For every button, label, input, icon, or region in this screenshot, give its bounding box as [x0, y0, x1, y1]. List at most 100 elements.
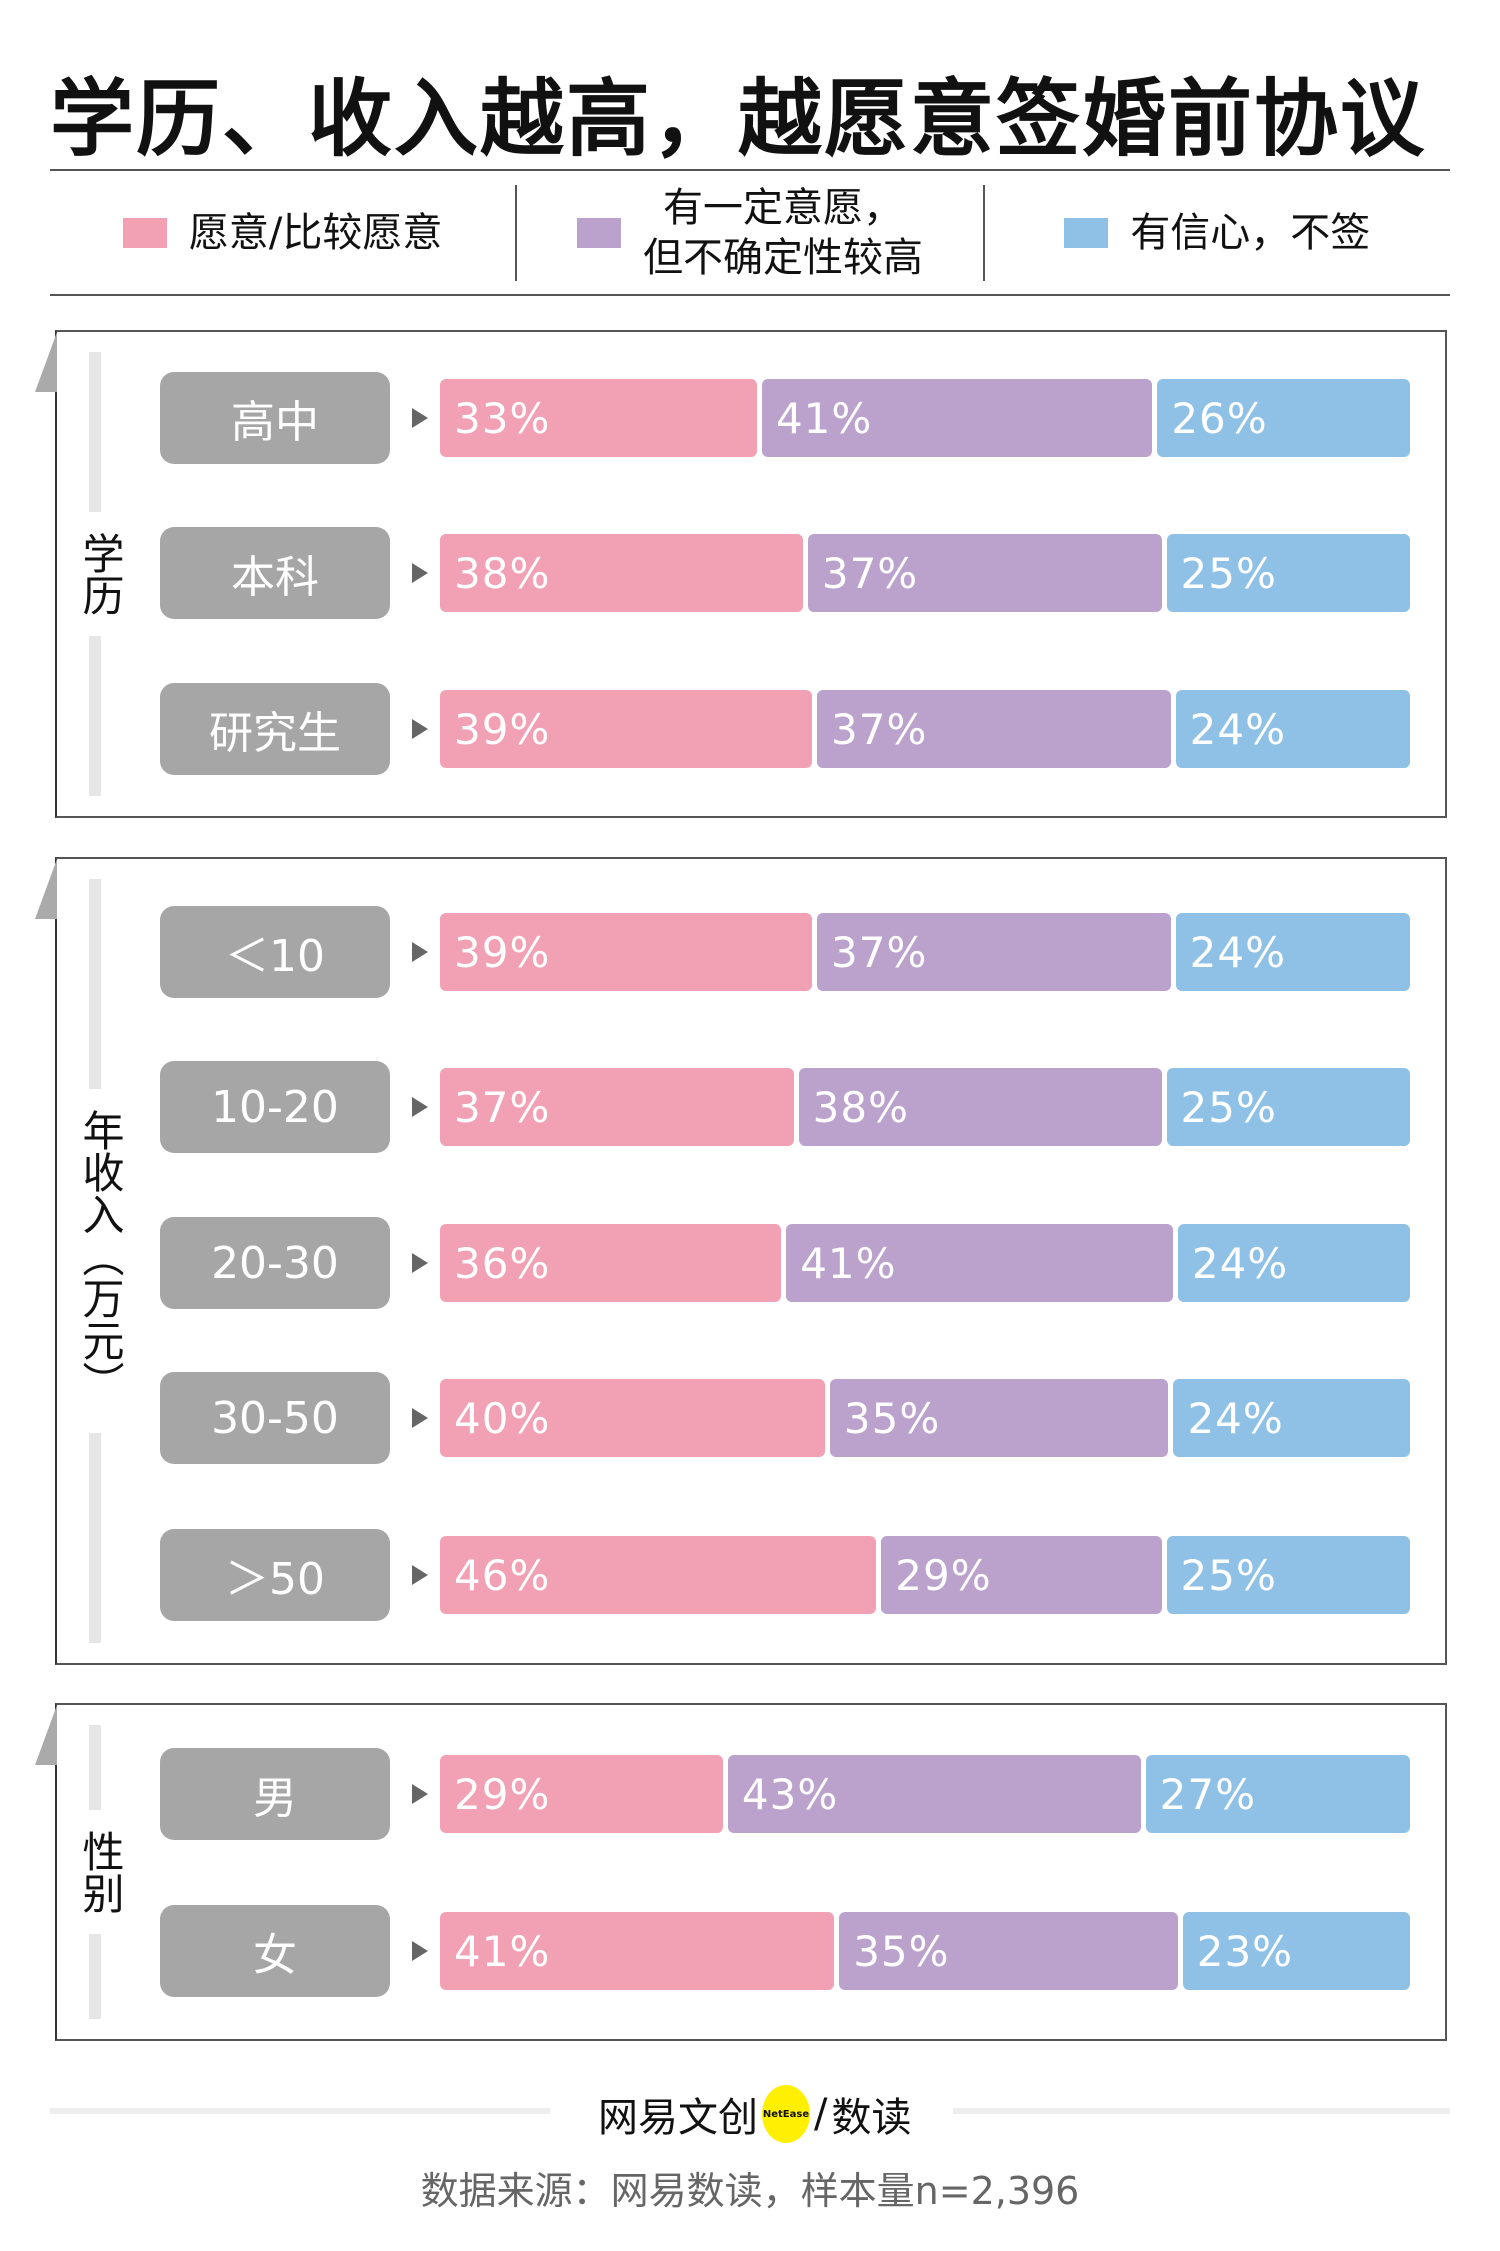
- group-bracket: [89, 1433, 101, 1643]
- bar-segment-confident: 27%: [1145, 1755, 1410, 1833]
- group-panel: 性别男 29% 43% 27% 女 41% 35% 23%: [35, 1703, 1447, 2041]
- data-label: 40%: [454, 1393, 551, 1443]
- bar-row: 高中 33% 41% 26%: [160, 372, 1410, 464]
- data-label: 38%: [454, 548, 551, 598]
- legend-item-confident: 有信心，不签: [982, 185, 1450, 281]
- bar-row: ＜10 39% 37% 24%: [160, 906, 1410, 998]
- arrow-icon: [412, 719, 428, 739]
- bar-segment-willing: 40%: [440, 1379, 825, 1457]
- logo-text: 网易文创: [598, 2095, 758, 2141]
- group-label: 性别: [76, 1830, 125, 1914]
- bar-segment-uncertain: 37%: [807, 534, 1162, 612]
- category-label: 本科: [160, 527, 390, 619]
- category-label: 高中: [160, 372, 390, 464]
- bar-segment-willing: 29%: [440, 1755, 723, 1833]
- stacked-bar: 38% 37% 25%: [440, 534, 1410, 612]
- data-label: 29%: [454, 1769, 551, 1819]
- bar-segment-confident: 25%: [1166, 534, 1410, 612]
- bar-segment-uncertain: 41%: [786, 1224, 1173, 1302]
- bar-segment-confident: 24%: [1175, 913, 1410, 991]
- stacked-bar: 39% 37% 24%: [440, 913, 1410, 991]
- category-label: 研究生: [160, 683, 390, 775]
- data-label: 37%: [831, 927, 928, 977]
- group-label: 年收入（万元）: [76, 1109, 125, 1403]
- data-label: 24%: [1189, 927, 1287, 977]
- legend-swatch: [576, 218, 621, 248]
- bar-segment-willing: 41%: [440, 1912, 835, 1990]
- group-bracket: [89, 1934, 101, 2019]
- group-label: 学历: [76, 532, 125, 616]
- bar-segment-uncertain: 29%: [881, 1536, 1162, 1614]
- panel-fold: [35, 332, 57, 392]
- bar-segment-willing: 46%: [440, 1536, 877, 1614]
- logo-sub: 数读: [831, 2095, 912, 2141]
- legend-label: 愿意/比较愿意: [188, 210, 443, 256]
- bar-segment-confident: 25%: [1166, 1536, 1410, 1614]
- divider: [50, 294, 1450, 296]
- bar-segment-uncertain: 37%: [817, 690, 1171, 768]
- bar-segment-uncertain: 35%: [839, 1912, 1178, 1990]
- legend-item-willing: 愿意/比较愿意: [50, 208, 515, 258]
- stacked-bar: 39% 37% 24%: [440, 690, 1410, 768]
- data-label: 37%: [821, 548, 919, 598]
- stacked-bar: 40% 35% 24%: [440, 1379, 1410, 1457]
- data-label: 36%: [454, 1238, 551, 1288]
- data-label: 26%: [1171, 393, 1268, 443]
- legend: 愿意/比较愿意 有一定意愿， 但不确定性较高 有信心，不签: [50, 172, 1450, 294]
- data-label: 23%: [1196, 1926, 1294, 1976]
- data-label: 29%: [895, 1550, 992, 1600]
- data-label: 25%: [1180, 1082, 1277, 1132]
- arrow-icon: [412, 1941, 428, 1961]
- legend-label: 有一定意愿， 但不确定性较高: [643, 183, 923, 283]
- bar-row: 本科 38% 37% 25%: [160, 527, 1410, 619]
- bar-row: 男 29% 43% 27%: [160, 1748, 1410, 1840]
- legend-label-line1: 有一定意愿，: [662, 185, 903, 231]
- arrow-icon: [412, 1784, 428, 1804]
- logo-badge: NetEase: [762, 2085, 810, 2143]
- divider: [50, 169, 1450, 171]
- bar-row: 女 41% 35% 23%: [160, 1905, 1410, 1997]
- bar-segment-uncertain: 37%: [817, 913, 1171, 991]
- bar-segment-willing: 39%: [440, 690, 813, 768]
- data-label: 27%: [1159, 1769, 1256, 1819]
- legend-swatch: [122, 218, 167, 248]
- bar-row: ＞50 46% 29% 25%: [160, 1529, 1410, 1621]
- data-source: 数据来源：网易数读，样本量n=2,396: [420, 2169, 1080, 2213]
- bar-segment-confident: 23%: [1182, 1912, 1410, 1990]
- panel-fold: [35, 1705, 57, 1765]
- data-label: 41%: [454, 1926, 551, 1976]
- bar-segment-uncertain: 43%: [727, 1755, 1141, 1833]
- legend-swatch: [1064, 218, 1109, 248]
- chart-title: 学历、收入越高，越愿意签婚前协议: [50, 70, 1427, 168]
- bar-segment-confident: 25%: [1166, 1068, 1410, 1146]
- bar-row: 30-50 40% 35% 24%: [160, 1372, 1410, 1464]
- bar-segment-willing: 37%: [440, 1068, 794, 1146]
- footer-divider: [953, 2108, 1450, 2114]
- stacked-bar: 37% 38% 25%: [440, 1068, 1410, 1146]
- group-panel: 学历 高中 33% 41% 26% 本科 38% 37% 25% 研究生 39% 37% 24%: [35, 330, 1447, 818]
- legend-label-line2: 但不确定性较高: [642, 235, 923, 281]
- data-label: 35%: [843, 1393, 941, 1443]
- brand-logo: 网易文创 NetEase / 数读: [598, 2085, 911, 2143]
- data-label: 35%: [853, 1926, 950, 1976]
- panel-fold: [35, 859, 57, 919]
- group-bracket: [89, 879, 101, 1089]
- stacked-bar: 41% 35% 23%: [440, 1912, 1410, 1990]
- arrow-icon: [412, 1253, 428, 1273]
- stacked-bar: 29% 43% 27%: [440, 1755, 1410, 1833]
- stacked-bar: 36% 41% 24%: [440, 1224, 1410, 1302]
- data-label: 24%: [1189, 704, 1287, 754]
- bar-segment-uncertain: 41%: [761, 379, 1153, 457]
- bar-segment-willing: 39%: [440, 913, 813, 991]
- bar-segment-confident: 26%: [1157, 379, 1410, 457]
- bar-segment-confident: 24%: [1177, 1224, 1410, 1302]
- legend-label: 有信心，不签: [1130, 210, 1371, 256]
- data-label: 41%: [800, 1238, 897, 1288]
- group-bracket: [89, 636, 101, 796]
- bar-row: 10-20 37% 38% 25%: [160, 1061, 1410, 1153]
- data-label: 24%: [1187, 1393, 1284, 1443]
- category-label: 10-20: [160, 1061, 390, 1153]
- arrow-icon: [412, 1565, 428, 1585]
- category-label: 30-50: [160, 1372, 390, 1464]
- data-label: 43%: [741, 1769, 839, 1819]
